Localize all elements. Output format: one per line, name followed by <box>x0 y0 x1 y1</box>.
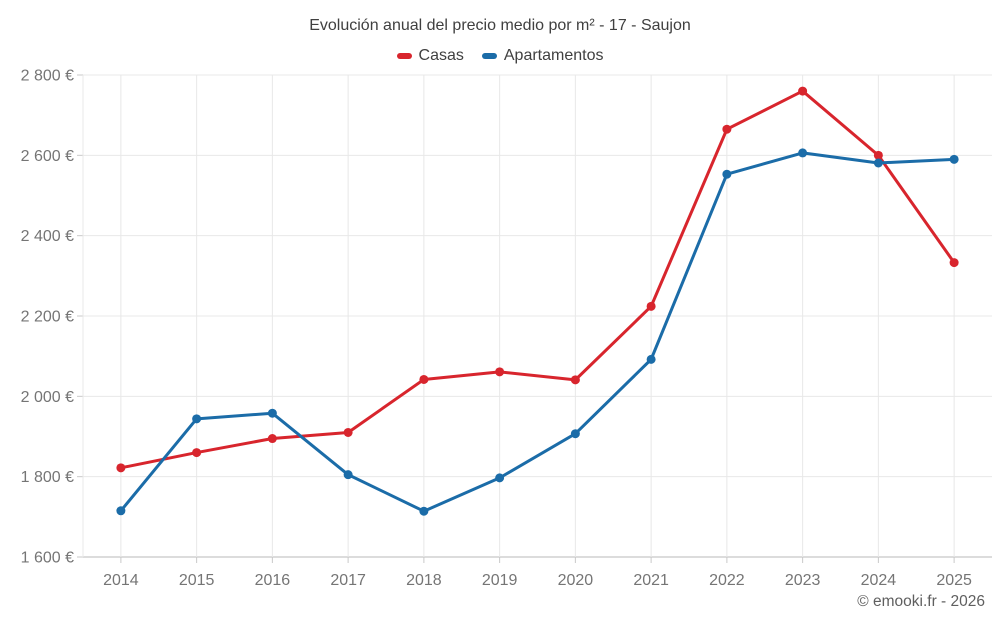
x-axis-label: 2023 <box>785 572 821 589</box>
legend-item-apartamentos[interactable]: Apartamentos <box>481 47 604 65</box>
x-axis-label: 2021 <box>633 572 669 589</box>
y-axis-label: 2 400 € <box>21 228 74 245</box>
legend-label-apartamentos: Apartamentos <box>503 47 604 64</box>
x-axis-label: 2019 <box>482 572 518 589</box>
x-axis-label: 2024 <box>861 572 897 589</box>
data-point-apartamentos-2021 <box>646 354 656 364</box>
data-point-apartamentos-2023 <box>798 148 808 158</box>
data-point-apartamentos-2014 <box>116 506 126 516</box>
data-point-casas-2025 <box>949 258 959 268</box>
data-point-apartamentos-2015 <box>192 414 202 424</box>
data-point-casas-2022 <box>722 124 732 134</box>
data-point-casas-2023 <box>798 86 808 96</box>
x-axis-label: 2022 <box>709 572 745 589</box>
data-point-apartamentos-2025 <box>949 154 959 164</box>
data-point-casas-2018 <box>419 374 429 384</box>
x-axis-label: 2020 <box>558 572 594 589</box>
y-axis-label: 1 600 € <box>21 550 74 567</box>
data-point-casas-2019 <box>495 367 505 377</box>
data-point-casas-2017 <box>343 427 353 437</box>
x-axis-label: 2025 <box>936 572 972 589</box>
data-point-casas-2021 <box>646 301 656 311</box>
data-point-apartamentos-2016 <box>267 408 277 418</box>
chart-legend: Casas Apartamentos <box>0 45 1000 67</box>
copyright-label: © emooki.fr - 2026 <box>857 593 985 610</box>
series-line-apartamentos <box>119 151 956 513</box>
data-point-apartamentos-2022 <box>722 169 732 179</box>
data-point-casas-2020 <box>570 375 580 385</box>
y-axis-label: 2 600 € <box>21 148 74 165</box>
y-axis-label: 2 800 € <box>21 68 74 85</box>
data-point-casas-2024 <box>873 150 883 160</box>
data-point-apartamentos-2020 <box>570 429 580 439</box>
legend-label-casas: Casas <box>418 47 464 64</box>
data-point-apartamentos-2018 <box>419 506 429 516</box>
x-axis-label: 2014 <box>103 572 139 589</box>
chart-title: Evolución anual del precio medio por m² … <box>309 17 691 34</box>
data-point-apartamentos-2024 <box>873 158 883 168</box>
y-axis-label: 2 000 € <box>21 389 74 406</box>
data-point-apartamentos-2017 <box>343 470 353 480</box>
x-axis-label: 2016 <box>255 572 291 589</box>
data-point-casas-2014 <box>116 463 126 473</box>
data-point-casas-2016 <box>267 434 277 444</box>
data-point-casas-2015 <box>192 448 202 458</box>
series-line-casas <box>119 89 956 470</box>
x-axis-label: 2017 <box>330 572 366 589</box>
y-axis-label: 1 800 € <box>21 469 74 486</box>
x-axis-label: 2018 <box>406 572 442 589</box>
x-axis-label: 2015 <box>179 572 215 589</box>
y-axis-label: 2 200 € <box>21 309 74 326</box>
legend-swatch-apartamentos <box>481 53 497 59</box>
legend-item-casas[interactable]: Casas <box>396 47 464 65</box>
legend-swatch-casas <box>396 53 412 59</box>
data-point-apartamentos-2019 <box>495 473 505 483</box>
